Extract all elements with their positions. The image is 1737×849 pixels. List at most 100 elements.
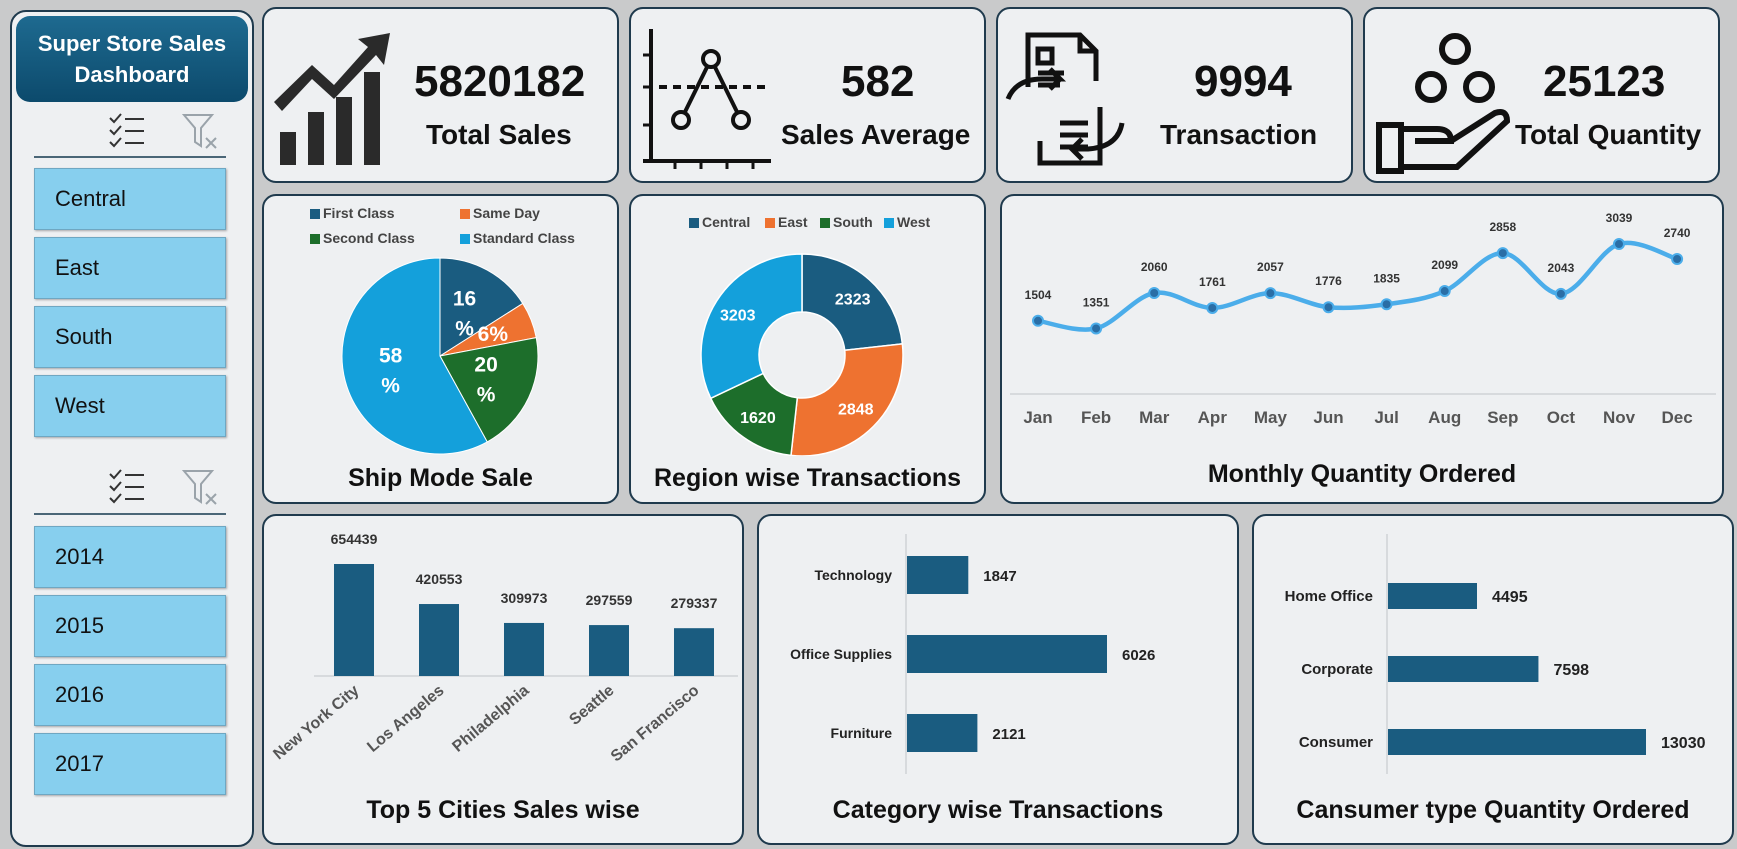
data-label-technology: 1847 [983,568,1016,585]
data-label-home-office: 4495 [1492,589,1528,606]
year-slicer-2016[interactable]: 2016 [34,664,226,726]
year-slicer-2017[interactable]: 2017 [34,733,226,795]
legend-swatch-same-day [460,209,470,219]
kpi-value: 9994 [1194,57,1292,106]
kpi-label: Transaction [1160,119,1318,150]
kpi-card-total-quantity: 25123 Total Quantity [1363,7,1720,183]
kpi-label: Total Sales [426,119,572,150]
data-point-jun [1322,301,1335,314]
pie-data-label-second-class: 20% [474,354,497,407]
bar-philadelphia [504,622,544,676]
x-tick-label-jul: Jul [1374,408,1399,427]
kpi-card-total-sales: 5820182 Total Sales [262,7,619,183]
hand-coins-icon [1376,33,1511,174]
x-tick-label-sep: Sep [1487,408,1518,427]
bar-los-angeles [419,604,459,676]
series-line [1037,240,1678,332]
chart-title: Category wise Transactions [832,796,1164,824]
data-point-jul [1380,298,1393,311]
region-slicer-east[interactable]: East [34,237,226,299]
dashboard-title-line1: Super Store Sales [37,31,227,56]
chart-title: Cansumer type Quantity Ordered [1296,796,1690,824]
data-label-new-york-city: 654439 [331,531,378,547]
category-bar-chart: Technology 1847 Office Supplies 6026 Furnitu… [790,534,1155,774]
clear-filter-icon[interactable] [182,468,220,506]
dashboard-title-line2: Dashboard [74,62,190,87]
donut-slice-west [700,253,803,400]
bar-consumer [1388,729,1646,755]
multi-select-icon[interactable] [108,112,146,150]
region-slicer-divider [34,156,226,158]
legend-label-same-day: Same Day [473,205,540,221]
bar-technology [907,556,969,594]
x-tick-label-seattle: Seattle [566,682,617,729]
data-label-seattle: 297559 [586,592,633,608]
x-tick-label-dec: Dec [1662,408,1693,427]
data-label-mar: 2060 [1141,260,1168,274]
data-label-san-francisco: 279337 [671,595,718,611]
chart-title: Ship Mode Sale [348,464,533,492]
donut-data-label-central: 2323 [835,291,871,308]
consumer-type-bar-chart: Home Office 4495 Corporate 7598 Consumer 1303… [1285,534,1706,774]
data-point-sep [1496,247,1509,260]
year-slicer-header [12,468,252,512]
legend-swatch-second-class [310,234,320,244]
top-cities-bar-chart: 654439 New York City 420553 Los Angeles 3099… [270,531,738,765]
data-label-sep: 2858 [1489,220,1516,234]
year-slicer-2015[interactable]: 2015 [34,595,226,657]
data-label-apr: 1761 [1199,275,1226,289]
chart-title: Top 5 Cities Sales wise [366,796,640,824]
pie-data-label-same-day: 6% [478,323,509,346]
legend-label-west: West [897,214,931,230]
pie-data-label-standard-class: 58% [379,345,403,398]
kpi-value: 5820182 [414,57,586,106]
x-tick-label-mar: Mar [1139,408,1170,427]
data-point-may [1264,287,1277,300]
y-tick-label-technology: Technology [814,567,892,583]
pie-slice-standard-class [341,257,488,455]
data-point-dec [1671,253,1684,265]
donut-data-label-south: 1620 [740,410,776,427]
y-tick-label-corporate: Corporate [1301,661,1373,678]
x-tick-label-may: May [1254,408,1288,427]
region-slicer-west[interactable]: West [34,375,226,437]
top-cities-chart-card: 654439 New York City 420553 Los Angeles 3099… [262,514,744,845]
data-point-apr [1206,301,1219,314]
legend-swatch-central [689,218,699,228]
data-label-jan: 1504 [1025,288,1052,302]
kpi-value: 25123 [1543,57,1666,106]
data-label-may: 2057 [1257,260,1284,274]
bar-home-office [1388,583,1478,609]
donut-data-label-west: 3203 [720,307,756,324]
pie-data-label-first-class: 16% [453,287,476,340]
x-tick-label-oct: Oct [1547,408,1576,427]
pie-slice-second-class [439,337,539,443]
data-point-feb [1090,322,1103,335]
data-label-oct: 2043 [1548,261,1575,275]
legend-label-east: East [778,214,808,230]
bar-new-york-city [334,564,374,676]
region-slicer-central[interactable]: Central [34,168,226,230]
x-tick-label-apr: Apr [1198,408,1228,427]
data-label-jun: 1776 [1315,274,1342,288]
category-chart-card: Technology 1847 Office Supplies 6026 Furnitu… [757,514,1239,845]
kpi-label: Sales Average [781,119,971,150]
x-tick-label-feb: Feb [1081,408,1111,427]
data-label-furniture: 2121 [992,726,1025,743]
legend-swatch-south [820,218,830,228]
region-slicer-south[interactable]: South [34,306,226,368]
region-slicer-header [12,112,252,156]
y-tick-label-home-office: Home Office [1285,588,1373,605]
bar-office-supplies [907,635,1107,673]
data-label-consumer: 13030 [1661,735,1706,752]
clear-filter-icon[interactable] [182,112,220,150]
year-slicer-2014[interactable]: 2014 [34,526,226,588]
multi-select-icon[interactable] [108,468,146,506]
ship-mode-pie-chart: First Class Same Day Second Class Standard … [310,205,575,455]
data-point-aug [1438,285,1451,298]
legend-label-standard-class: Standard Class [473,230,575,246]
data-label-feb: 1351 [1083,295,1110,309]
data-label-philadelphia: 309973 [501,590,548,606]
legend-swatch-first-class [310,209,320,219]
data-label-corporate: 7598 [1553,662,1589,679]
